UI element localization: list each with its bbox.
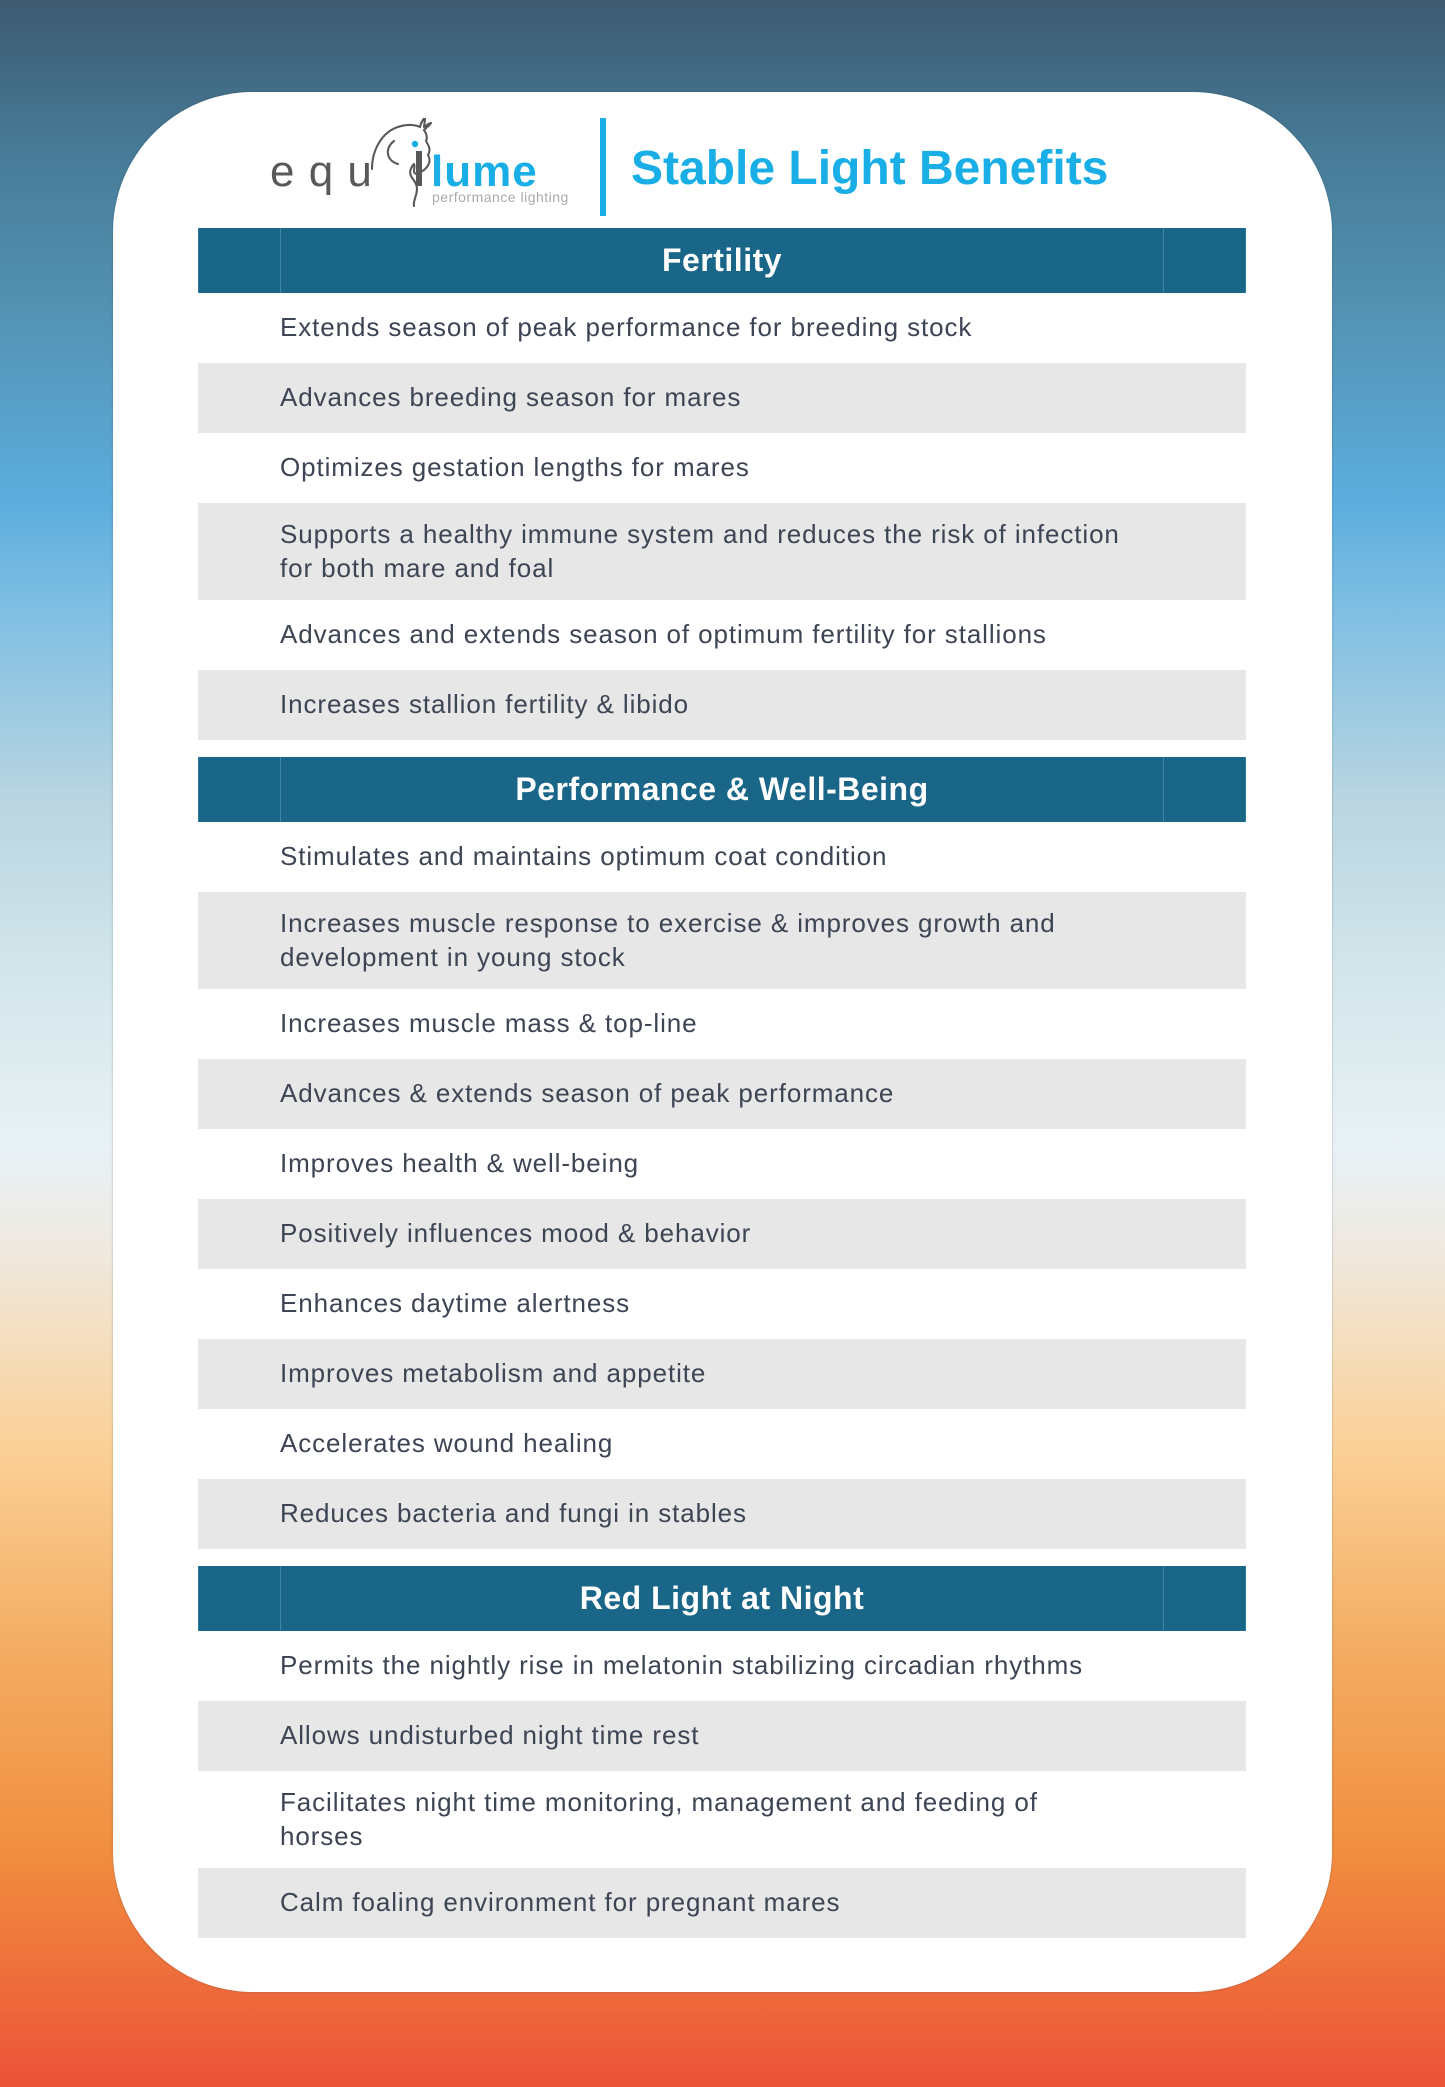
svg-text:e q u: e q u [270, 147, 373, 196]
svg-text:performance lighting: performance lighting [432, 189, 569, 205]
